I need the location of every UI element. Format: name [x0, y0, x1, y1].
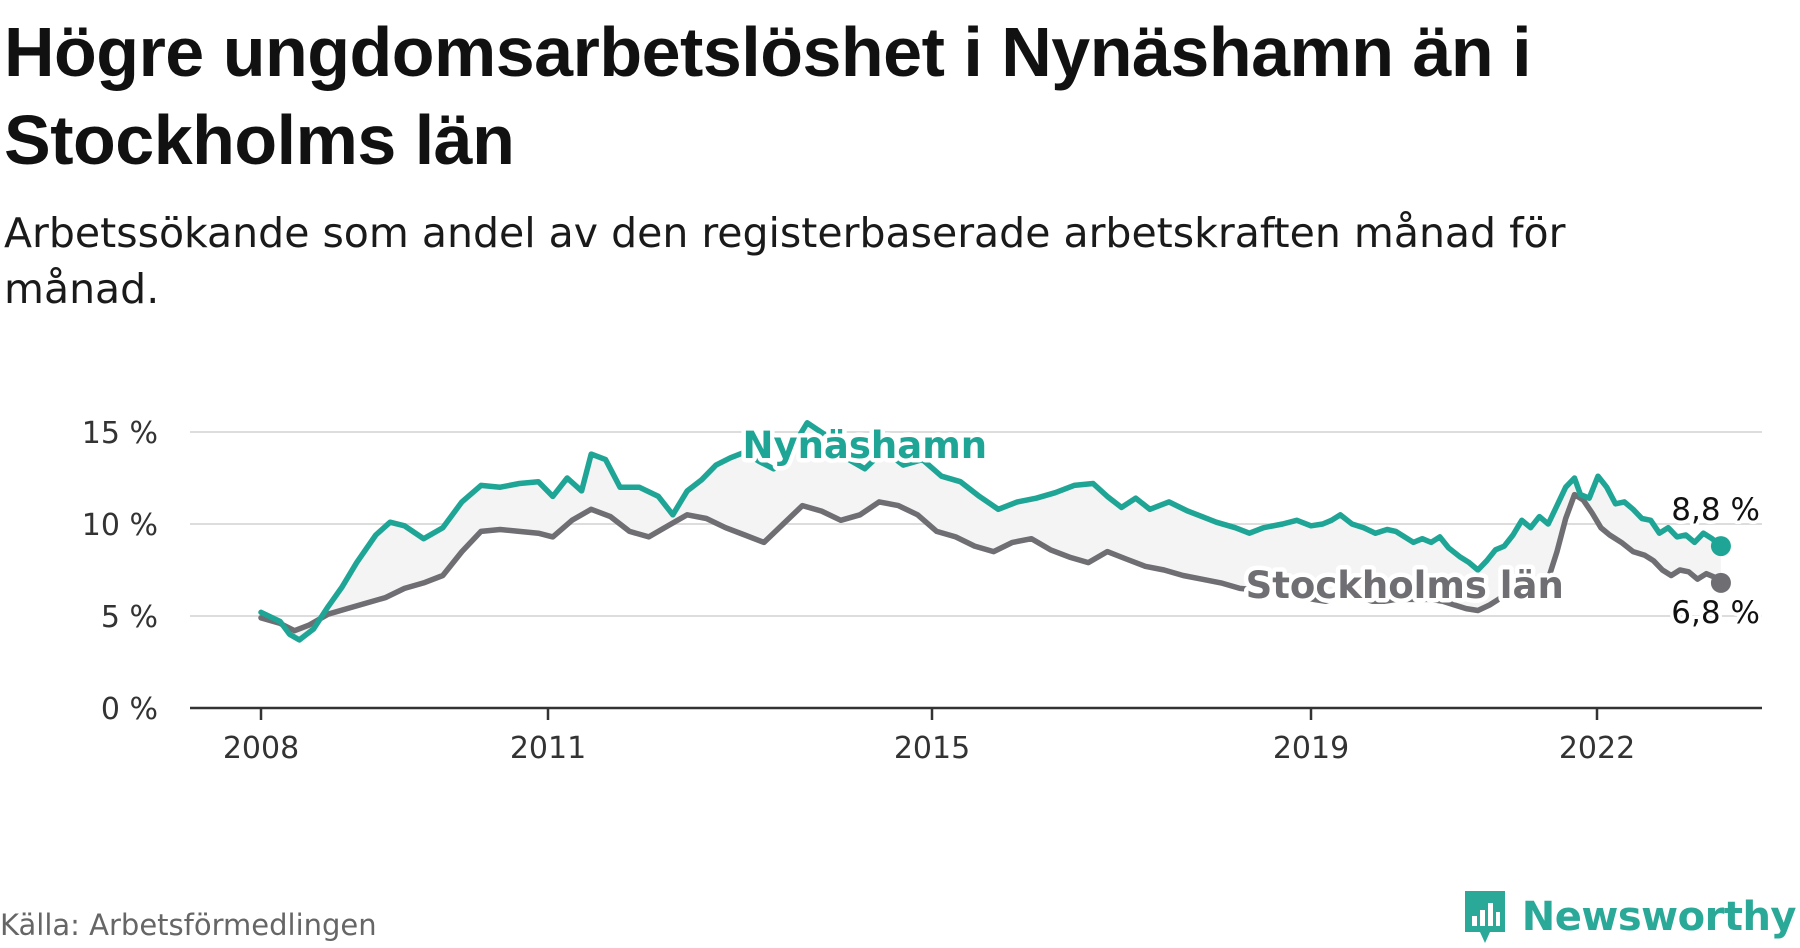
source-note: Källa: Arbetsförmedlingen — [0, 908, 377, 942]
newsworthy-logo-icon — [1464, 891, 1505, 943]
brand-name: Newsworthy — [1521, 894, 1797, 940]
brand-logo: Newsworthy — [1462, 888, 1797, 946]
series-line-stockholm — [258, 491, 1724, 634]
chart-subtitle: Arbetssökande som andel av den registerb… — [4, 209, 1566, 313]
series-labels: Nynäshamn Stockholms län 8,8 % 6,8 % — [738, 420, 1763, 635]
x-tick-label: 2008 — [223, 731, 299, 766]
end-value-label-stockholm: 6,8 % — [1671, 595, 1760, 631]
end-point-stockholm — [1710, 572, 1731, 593]
x-tick-label: 2015 — [894, 731, 970, 766]
x-tick-label: 2022 — [1559, 731, 1635, 766]
series-line-nynashamn — [258, 420, 1724, 643]
end-value-label-nynashamn: 8,8 % — [1671, 492, 1760, 528]
x-tick-label: 2011 — [510, 731, 586, 766]
y-tick-label: 0 % — [101, 692, 158, 727]
shaded-area-between-series — [261, 422, 1721, 640]
y-tick-label: 10 % — [82, 508, 158, 543]
chart-title: Högre ungdomsarbetslöshet i Nynäshamn än… — [4, 13, 1532, 179]
difference-band — [261, 422, 1721, 640]
series-label-stockholm: Stockholms län — [1246, 564, 1564, 607]
end-point-nynashamn — [1710, 536, 1731, 557]
series-lines — [258, 420, 1731, 643]
x-tick-label: 2019 — [1273, 731, 1349, 766]
y-tick-label: 15 % — [82, 416, 158, 451]
series-label-nynashamn: Nynäshamn — [742, 424, 987, 467]
y-tick-label: 5 % — [101, 600, 158, 635]
axes: 0 % 5 % 10 % 15 % 2008 2011 2015 2019 2022 — [82, 416, 1762, 766]
